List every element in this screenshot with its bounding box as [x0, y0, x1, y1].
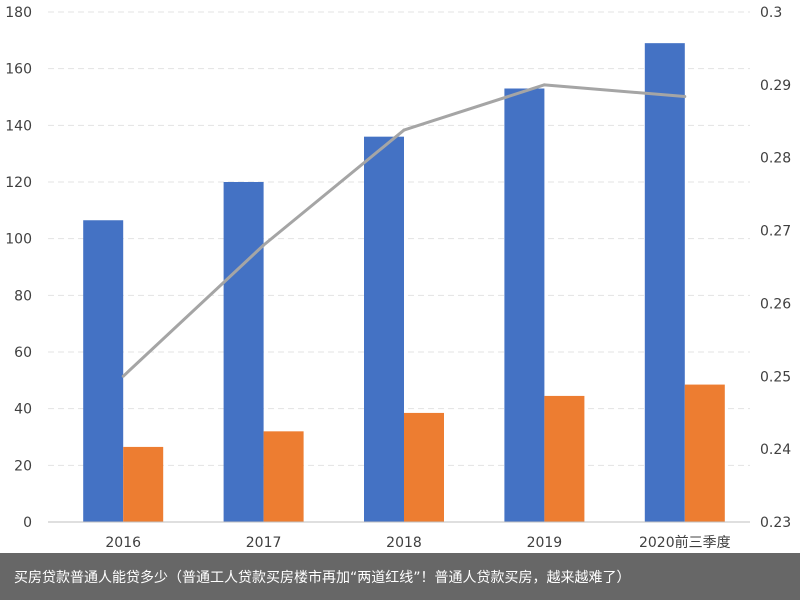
right-axis-tick-label: 0.23 — [760, 515, 791, 531]
bar-series-2 — [123, 446, 164, 522]
line-series — [121, 83, 687, 378]
bar-series-1 — [644, 43, 685, 523]
category-label: 2019 — [527, 535, 563, 551]
line-point — [402, 128, 406, 132]
right-axis-tick-label: 0.28 — [760, 151, 791, 167]
line-point — [262, 243, 266, 247]
category-label: 2017 — [246, 535, 282, 551]
category-label: 2016 — [105, 535, 141, 551]
left-axis-tick-label: 140 — [5, 118, 32, 134]
caption-text: 买房贷款普通人能贷多少（普通工人贷款买房楼市再加“两道红线”！普通人贷款买房，越… — [14, 569, 631, 586]
left-axis-tick-label: 80 — [14, 288, 32, 304]
bar-series-1 — [223, 182, 264, 522]
right-axis-tick-label: 0.29 — [760, 78, 791, 94]
bar-series-2 — [404, 412, 444, 522]
left-axis-tick-label: 120 — [5, 175, 32, 191]
line-point — [683, 95, 687, 99]
right-axis-tick-label: 0.25 — [760, 369, 791, 385]
right-axis-tick-label: 0.24 — [760, 442, 791, 458]
left-axis-tick-label: 160 — [5, 62, 32, 78]
bar-series-2 — [684, 384, 725, 522]
line-point — [542, 83, 546, 87]
line-point — [121, 374, 125, 378]
bars — [83, 43, 725, 523]
left-axis-tick-label: 0 — [23, 515, 32, 531]
left-axis-tick-label: 20 — [14, 458, 32, 474]
bar-series-2 — [544, 395, 585, 522]
axes: 0 20 40 60 80 100 120 140 160 180 0.23 0.24 0.25 0.26… — [5, 5, 791, 551]
bar-series-1 — [364, 136, 404, 522]
category-label: 2020前三季度 — [639, 534, 731, 551]
right-axis-tick-label: 0.3 — [760, 5, 782, 21]
right-axis-tick-label: 0.27 — [760, 224, 791, 240]
left-axis-tick-label: 60 — [14, 345, 32, 361]
category-label: 2018 — [386, 535, 422, 551]
left-axis-tick-label: 100 — [5, 232, 32, 248]
left-axis-tick-label: 40 — [14, 402, 32, 418]
bar-series-2 — [263, 431, 304, 522]
caption-bar: 买房贷款普通人能贷多少（普通工人贷款买房楼市再加“两道红线”！普通人贷款买房，越… — [0, 553, 800, 600]
right-axis-tick-label: 0.26 — [760, 296, 791, 312]
bar-series-1 — [83, 220, 124, 522]
left-axis-tick-label: 180 — [5, 5, 32, 21]
bar-series-1 — [504, 88, 545, 522]
